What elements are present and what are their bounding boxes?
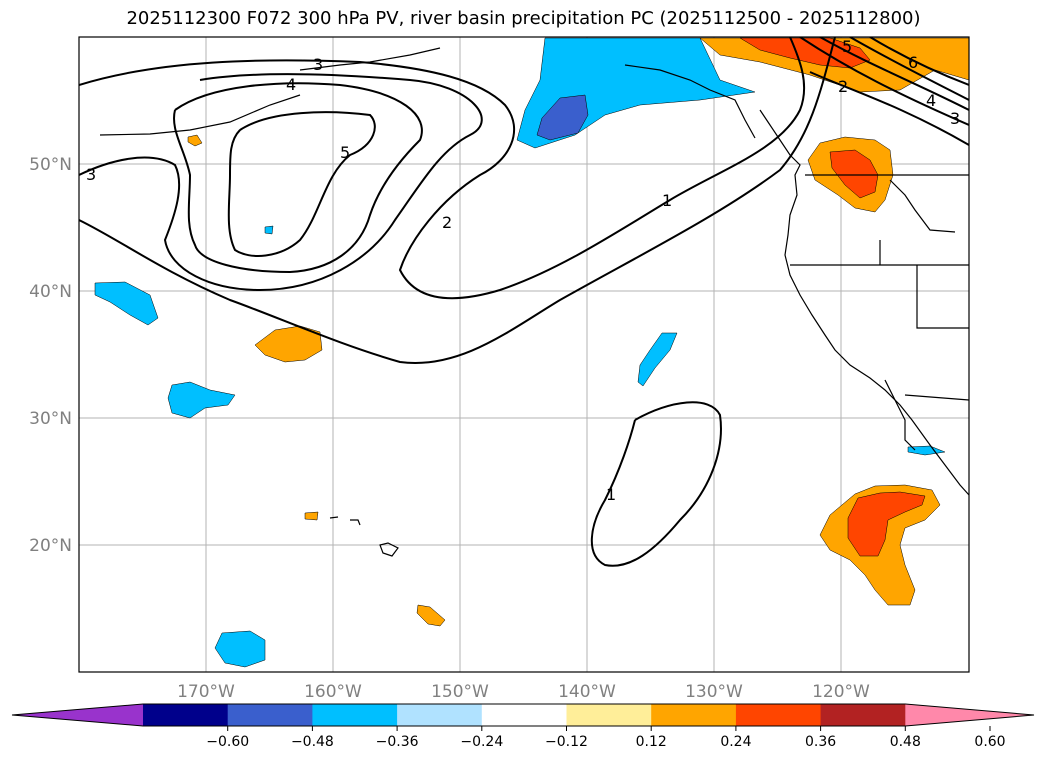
latitude-labels: 20°N 30°N 40°N 50°N: [29, 155, 72, 556]
colorbar-tick-label: −0.48: [291, 734, 334, 750]
negative-precip-areas: [94, 37, 946, 668]
colorbar-tick-label: 0.12: [636, 734, 667, 750]
longitude-labels: 170°W 160°W 150°W 140°W 130°W 120°W: [177, 682, 870, 702]
lon-label: 130°W: [685, 682, 743, 702]
colorbar-tick-label: 0.36: [805, 734, 836, 750]
colorbar-ticks: −0.60 −0.48 −0.36 −0.24 −0.12 0.12 0.24 0.36 0.4…: [206, 726, 1006, 750]
contour-label: 3: [313, 55, 323, 74]
colorbar-segment: [397, 704, 483, 726]
contour-label: 1: [662, 191, 672, 210]
colorbar-segment: [820, 704, 906, 726]
lon-label: 140°W: [558, 682, 616, 702]
contour-label: 1: [606, 485, 616, 504]
colorbar-segment: [312, 704, 398, 726]
colorbar-tick-label: −0.24: [460, 734, 503, 750]
colorbar-segment: [735, 704, 822, 726]
colorbar-tick-label: −0.60: [206, 734, 249, 750]
colorbar-tick-label: −0.36: [376, 734, 419, 750]
contour-label: 5: [842, 37, 852, 56]
colorbar-extend-high: [905, 704, 1034, 726]
contour-label: 2: [442, 213, 452, 232]
contour-label: 3: [86, 165, 96, 184]
lon-label: 150°W: [431, 682, 489, 702]
pv-contours: [79, 37, 969, 567]
gridlines: [79, 37, 969, 672]
colorbar-tick-label: 0.60: [974, 734, 1005, 750]
contour-label: 2: [838, 77, 848, 96]
colorbar-tick-label: 0.48: [890, 734, 921, 750]
contour-label: 4: [286, 75, 296, 94]
colorbar-tick-label: −0.12: [545, 734, 588, 750]
contour-label: 6: [908, 53, 918, 72]
lat-label: 30°N: [29, 409, 72, 429]
colorbar-segment: [143, 704, 229, 726]
lon-label: 160°W: [304, 682, 362, 702]
map-frame: [78, 36, 970, 673]
pv-contour-labels: 3 4 5 3 2 1 1 5 6 2 4 3: [86, 37, 960, 504]
contour-label: 4: [926, 91, 936, 110]
lat-label: 20°N: [29, 536, 72, 556]
lon-label: 170°W: [177, 682, 235, 702]
coastlines: [99, 47, 969, 557]
colorbar-outline: [11, 703, 1035, 727]
colorbar-segment: [481, 704, 567, 726]
colorbar-segment: [651, 704, 737, 726]
contour-label: 5: [340, 143, 350, 162]
map-title: 2025112300 F072 300 hPa PV, river basin …: [126, 8, 921, 29]
lat-label: 50°N: [29, 155, 72, 175]
colorbar-segment: [566, 704, 652, 726]
contour-label: 3: [950, 109, 960, 128]
colorbar-segment: [227, 704, 313, 726]
lat-label: 40°N: [29, 282, 72, 302]
lon-label: 120°W: [812, 682, 870, 702]
colorbar: [11, 703, 1035, 727]
colorbar-extend-low: [12, 704, 143, 726]
colorbar-tick-label: 0.24: [720, 734, 751, 750]
